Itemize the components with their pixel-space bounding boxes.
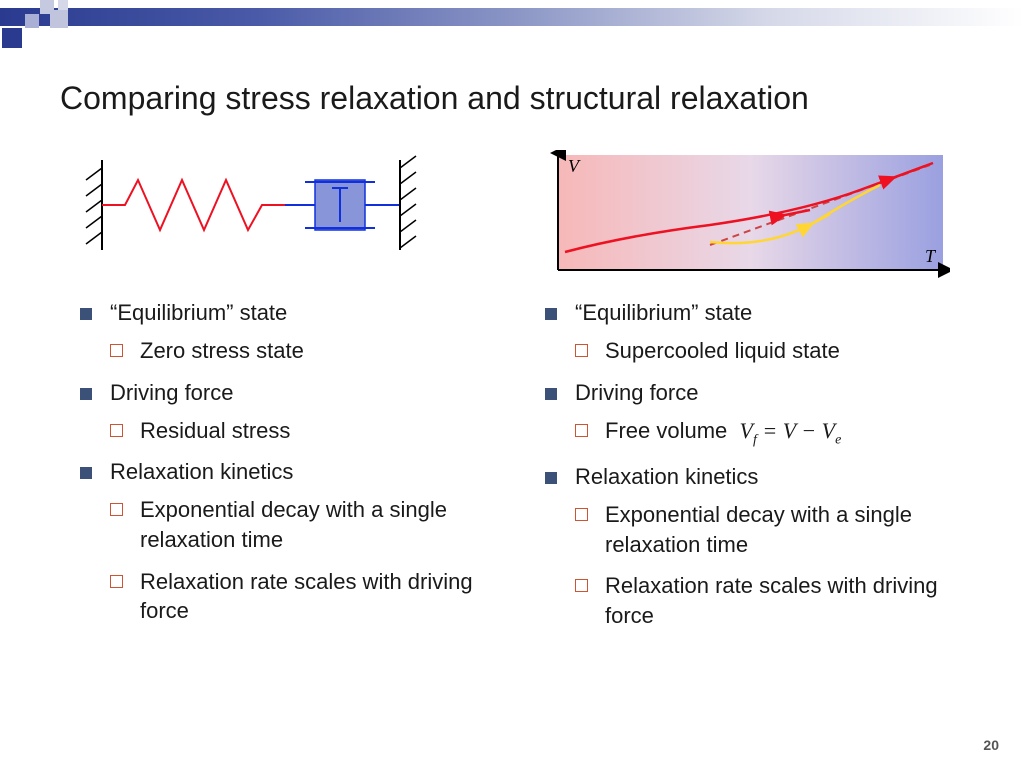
list-item: Relaxation kinetics Exponential decay wi… (545, 464, 960, 631)
list-item: Driving force Free volume Vf = V − Ve (545, 380, 960, 450)
sub-list-item: Exponential decay with a single relaxati… (575, 500, 960, 559)
bullet-label: Relaxation kinetics (575, 464, 758, 489)
bullet-label: “Equilibrium” state (575, 300, 752, 325)
sub-list-item: Relaxation rate scales with driving forc… (110, 567, 495, 626)
slide-title: Comparing stress relaxation and structur… (60, 80, 809, 117)
free-volume-formula: Vf = V − Ve (740, 418, 842, 443)
sub-list-item: Residual stress (110, 416, 495, 446)
sub-list-item: Free volume Vf = V − Ve (575, 416, 960, 450)
sub-list-item: Exponential decay with a single relaxati… (110, 495, 495, 554)
bullet-label: “Equilibrium” state (110, 300, 287, 325)
bullet-label: Driving force (575, 380, 698, 405)
left-column: “Equilibrium” state Zero stress state Dr… (80, 300, 495, 645)
list-item: Driving force Residual stress (80, 380, 495, 446)
header-gradient-bar (0, 8, 1024, 26)
sub-bullet-label: Free volume (605, 418, 727, 443)
structural-relaxation-chart: V T (530, 150, 950, 285)
sub-list-item: Supercooled liquid state (575, 336, 960, 366)
sub-list-item: Zero stress state (110, 336, 495, 366)
list-item: Relaxation kinetics Exponential decay wi… (80, 459, 495, 626)
page-number: 20 (983, 737, 999, 753)
right-column: “Equilibrium” state Supercooled liquid s… (545, 300, 960, 645)
list-item: “Equilibrium” state Zero stress state (80, 300, 495, 366)
bullet-label: Driving force (110, 380, 233, 405)
corner-decoration (0, 0, 80, 40)
list-item: “Equilibrium” state Supercooled liquid s… (545, 300, 960, 366)
bullet-label: Relaxation kinetics (110, 459, 293, 484)
stress-relaxation-diagram (80, 150, 440, 260)
sub-list-item: Relaxation rate scales with driving forc… (575, 571, 960, 630)
